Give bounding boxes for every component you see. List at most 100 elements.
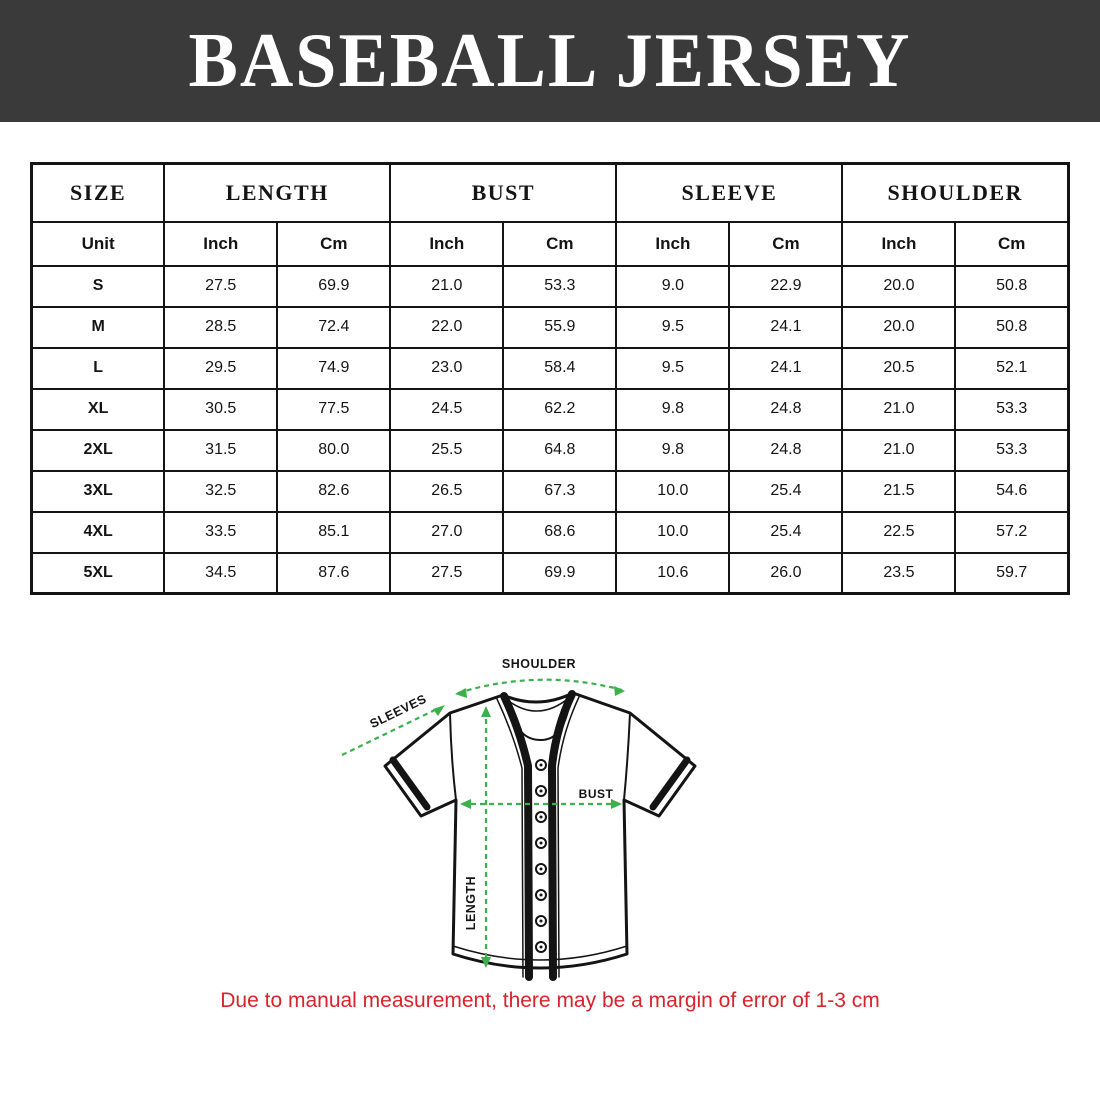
table-row: L 29.5 74.9 23.0 58.4 9.5 24.1 20.5 52.1 (30, 346, 1070, 390)
hem-inner-line (452, 945, 628, 961)
unit-cell: Cm (276, 220, 392, 267)
unit-cell: Inch (163, 220, 279, 267)
button-dot (539, 841, 543, 845)
column-header-length: LENGTH (163, 162, 392, 223)
right-cuff-stripe (649, 756, 691, 811)
button-icon (535, 811, 547, 823)
button-dot (539, 763, 543, 767)
measurement-value: 53.3 (954, 387, 1070, 431)
measurement-value: 25.5 (389, 428, 505, 472)
arrow-icon (481, 957, 491, 968)
unit-cell: Inch (615, 220, 731, 267)
measurement-value: 72.4 (276, 305, 392, 349)
right-sleeve-seam (623, 712, 631, 801)
measurement-value: 50.8 (954, 305, 1070, 349)
measurement-value: 53.3 (954, 428, 1070, 472)
jersey-outline-group (383, 690, 697, 981)
measurement-value: 23.0 (389, 346, 505, 390)
measurement-value: 27.0 (389, 510, 505, 554)
left-placket-edge (496, 698, 524, 978)
measurement-value: 10.6 (615, 551, 731, 595)
button-icon (535, 785, 547, 797)
arrow-icon (481, 706, 491, 717)
shoulder-label: SHOULDER (502, 657, 576, 671)
table-row: 5XL 34.5 87.6 27.5 69.9 10.6 26.0 23.5 59.7 (30, 551, 1070, 595)
measurement-value: 10.0 (615, 469, 731, 513)
size-label: 2XL (30, 428, 166, 472)
button-dot (539, 815, 543, 819)
measurement-value: 58.4 (502, 346, 618, 390)
measurement-value: 10.0 (615, 510, 731, 554)
button-dot (539, 919, 543, 923)
table-row: S 27.5 69.9 21.0 53.3 9.0 22.9 20.0 50.8 (30, 264, 1070, 308)
measurement-value: 26.5 (389, 469, 505, 513)
measurement-value: 85.1 (276, 510, 392, 554)
shoulder-measure-line (457, 678, 623, 695)
button-icon (535, 941, 547, 953)
table-row: M 28.5 72.4 22.0 55.9 9.5 24.1 20.0 50.8 (30, 305, 1070, 349)
measurement-value: 25.4 (728, 469, 844, 513)
button-dot (539, 945, 543, 949)
unit-cell: Cm (502, 220, 618, 267)
table-row: 4XL 33.5 85.1 27.0 68.6 10.0 25.4 22.5 57.2 (30, 510, 1070, 554)
size-label: S (30, 264, 166, 308)
unit-cell: Cm (728, 220, 844, 267)
jersey-outline (383, 691, 697, 970)
size-label: 5XL (30, 551, 166, 595)
button-dot (539, 789, 543, 793)
table-row: 2XL 31.5 80.0 25.5 64.8 9.8 24.8 21.0 53.3 (30, 428, 1070, 472)
size-table-body: S 27.5 69.9 21.0 53.3 9.0 22.9 20.0 50.8 M 28.5 72.… (30, 264, 1070, 595)
table-unit-row: Unit Inch Cm Inch Cm Inch Cm Inch Cm (30, 220, 1070, 267)
measurement-value: 33.5 (163, 510, 279, 554)
left-cuff-stripe (389, 756, 431, 811)
measurement-value: 26.0 (728, 551, 844, 595)
bust-label: BUST (579, 787, 614, 801)
size-label: L (30, 346, 166, 390)
measurement-value: 69.9 (276, 264, 392, 308)
measurement-value: 29.5 (163, 346, 279, 390)
measurement-value: 24.1 (728, 346, 844, 390)
measurement-value: 80.0 (276, 428, 392, 472)
measurement-value: 21.0 (389, 264, 505, 308)
measurement-value: 59.7 (954, 551, 1070, 595)
size-label: XL (30, 387, 166, 431)
column-header-bust: BUST (389, 162, 618, 223)
measurement-lines (341, 678, 625, 968)
left-placket-stripe (500, 692, 533, 981)
unit-cell: Cm (954, 220, 1070, 267)
size-label: M (30, 305, 166, 349)
column-header-shoulder: SHOULDER (841, 162, 1070, 223)
size-table: SIZE LENGTH BUST SLEEVE SHOULDER Unit In… (30, 162, 1070, 595)
measurement-value: 82.6 (276, 469, 392, 513)
length-label: LENGTH (464, 876, 478, 930)
arrow-icon (614, 686, 625, 696)
measurement-value: 31.5 (163, 428, 279, 472)
measurement-value: 30.5 (163, 387, 279, 431)
sleeves-label: SLEEVES (368, 692, 429, 731)
measurement-value: 9.0 (615, 264, 731, 308)
measurement-value: 22.9 (728, 264, 844, 308)
title-banner: BASEBALL JERSEY (0, 0, 1100, 122)
measurement-value: 21.0 (841, 428, 957, 472)
measurement-value: 68.6 (502, 510, 618, 554)
collar-band-line (505, 696, 571, 712)
measurement-value: 21.0 (841, 387, 957, 431)
measurement-value: 67.3 (502, 469, 618, 513)
measurement-value: 57.2 (954, 510, 1070, 554)
button-icon (535, 863, 547, 875)
measurement-value: 24.8 (728, 428, 844, 472)
measurement-disclaimer: Due to manual measurement, there may be … (220, 989, 880, 1012)
measurement-value: 54.6 (954, 469, 1070, 513)
measurement-value: 69.9 (502, 551, 618, 595)
measurement-value: 20.0 (841, 305, 957, 349)
button-dot (539, 893, 543, 897)
measurement-value: 64.8 (502, 428, 618, 472)
measurement-value: 23.5 (841, 551, 957, 595)
button-icon (535, 759, 547, 771)
measurement-value: 77.5 (276, 387, 392, 431)
measurement-value: 20.5 (841, 346, 957, 390)
button-icon (535, 889, 547, 901)
size-label: 3XL (30, 469, 166, 513)
measurement-value: 9.8 (615, 387, 731, 431)
measurement-value: 22.0 (389, 305, 505, 349)
